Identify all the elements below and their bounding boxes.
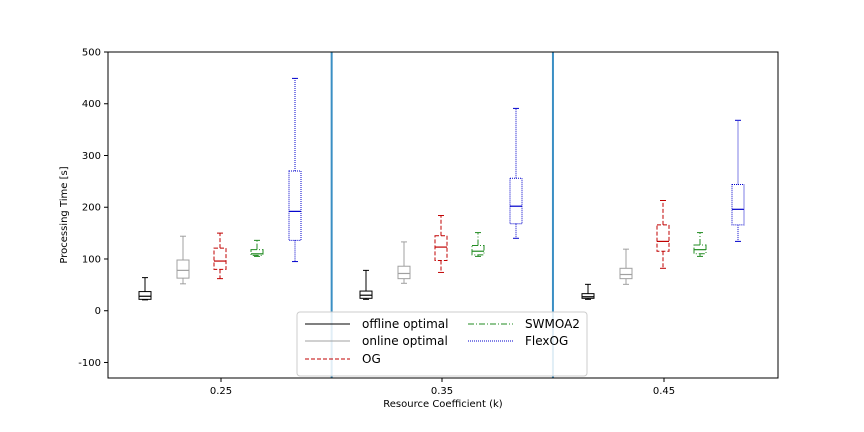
y-tick-label: 200 [82, 203, 101, 214]
y-axis-label: Processing Time [s] [59, 166, 70, 263]
box-swmoa2 [693, 232, 707, 257]
y-tick-label: 100 [82, 254, 101, 265]
box-body [288, 170, 302, 241]
x-axis: 0.25 0.35 0.45 [210, 378, 675, 397]
legend-label: online optimal [362, 334, 448, 348]
box-flexog [288, 77, 302, 263]
box-swmoa2 [250, 239, 264, 257]
legend-box [296, 311, 588, 377]
box-body [250, 249, 264, 256]
box-swmoa2 [471, 232, 485, 257]
legend: offline optimal online optimal OG SWMOA2 Fle… [296, 311, 588, 377]
box-body [138, 291, 152, 300]
box-body [509, 177, 523, 225]
legend-label: OG [362, 352, 381, 366]
y-tick-label: -100 [78, 358, 101, 369]
box-offline-optimal [138, 277, 152, 301]
y-tick-label: 0 [95, 306, 101, 317]
box-online-optimal [619, 248, 633, 285]
box-body [397, 265, 411, 280]
box-body [581, 293, 595, 299]
box-offline-optimal [581, 283, 595, 300]
plot-frame [107, 51, 779, 379]
y-tick-label: 300 [82, 151, 101, 162]
x-axis-label: Resource Coefficient (k) [383, 399, 503, 410]
box-flexog [731, 119, 745, 242]
box-body [434, 235, 448, 262]
box-body [731, 183, 745, 226]
box-og [656, 200, 670, 269]
box-body [656, 224, 670, 252]
x-tick-label: 0.25 [210, 386, 232, 397]
legend-label: FlexOG [525, 334, 568, 348]
box-og [213, 232, 227, 280]
y-tick-label: 500 [82, 48, 101, 59]
boxes-layer [138, 77, 745, 301]
legend-label: SWMOA2 [525, 317, 580, 331]
box-online-optimal [176, 235, 190, 285]
box-body [176, 259, 190, 279]
box-online-optimal [397, 241, 411, 284]
x-tick-label: 0.45 [653, 386, 675, 397]
box-flexog [509, 107, 523, 239]
box-body [213, 247, 227, 270]
y-tick-label: 400 [82, 99, 101, 110]
box-body [619, 267, 633, 280]
box-og [434, 215, 448, 273]
box-offline-optimal [359, 269, 373, 300]
y-axis: -100 0 100 200 300 400 500 [78, 48, 108, 369]
legend-label: offline optimal [362, 317, 448, 331]
box-body [471, 245, 485, 256]
x-tick-label: 0.35 [431, 386, 453, 397]
